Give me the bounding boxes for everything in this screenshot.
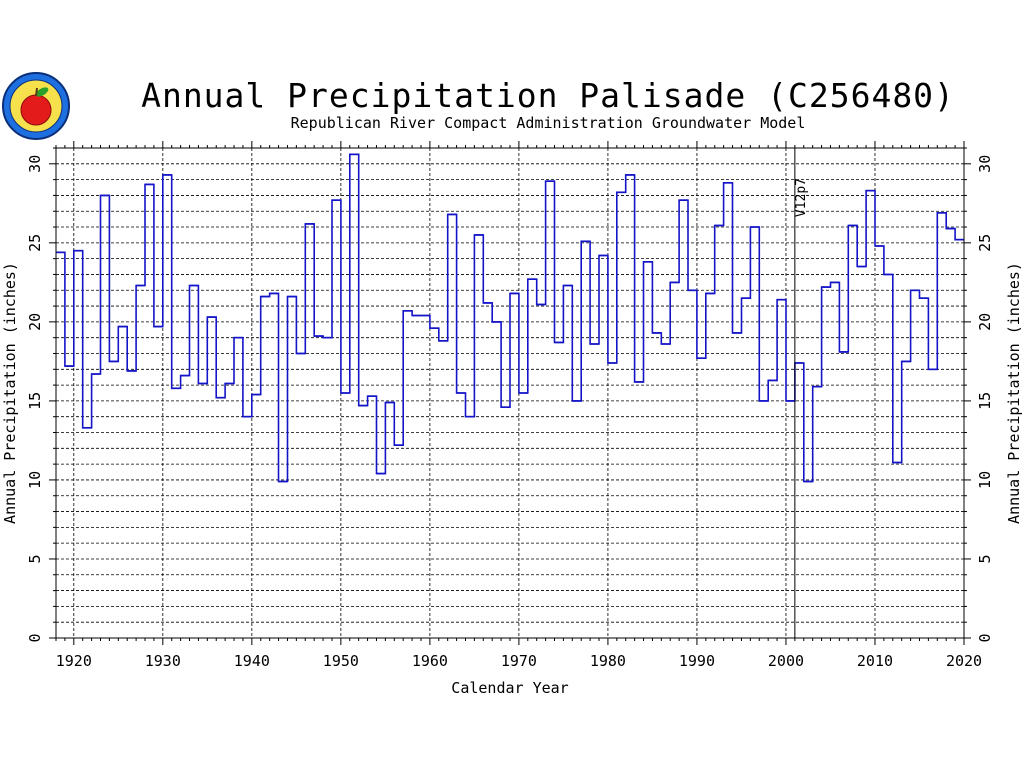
x-tick-label: 2010	[857, 652, 893, 670]
x-tick-label: 1970	[501, 652, 537, 670]
axis-ticks: 1920 1930 1940 1950 1960 1970 1980 1990 2000 2010…	[26, 141, 994, 670]
x-tick-label: 1980	[590, 652, 626, 670]
y-tick-label-right: 25	[976, 234, 994, 252]
series-group	[56, 153, 964, 483]
x-tick-label: 1990	[679, 652, 715, 670]
x-tick-label: 1940	[234, 652, 270, 670]
y-axis-label-right: Annual Precipitation (inches)	[1005, 262, 1023, 524]
marker-label: V12p7	[794, 178, 809, 217]
y-tick-label: 30	[26, 155, 44, 173]
chart-subtitle: Republican River Compact Administration …	[291, 114, 806, 132]
y-tick-label-right: 5	[976, 554, 994, 563]
x-tick-label: 1950	[323, 652, 359, 670]
x-tick-label: 1930	[145, 652, 181, 670]
y-tick-label: 0	[26, 633, 44, 642]
y-tick-label-right: 20	[976, 313, 994, 331]
y-tick-label-right: 10	[976, 471, 994, 489]
y-tick-label: 20	[26, 313, 44, 331]
x-tick-label: 2000	[768, 652, 804, 670]
chart-title: Annual Precipitation Palisade (C256480)	[141, 76, 955, 115]
y-tick-label: 10	[26, 471, 44, 489]
y-tick-label-right: 30	[976, 155, 994, 173]
y-tick-label: 15	[26, 392, 44, 410]
plot-frame	[55, 147, 965, 639]
apple-seal-logo	[2, 72, 70, 140]
x-tick-label: 2020	[946, 652, 982, 670]
y-tick-label-right: 15	[976, 392, 994, 410]
x-tick-label: 1960	[412, 652, 448, 670]
y-axis-label: Annual Precipitation (inches)	[1, 262, 19, 524]
x-tick-label: 1920	[56, 652, 92, 670]
vertical-marker: V12p7	[794, 148, 809, 638]
y-tick-label: 25	[26, 234, 44, 252]
x-axis-label: Calendar Year	[451, 679, 568, 697]
y-tick-label-right: 0	[976, 633, 994, 642]
y-tick-label: 5	[26, 554, 44, 563]
